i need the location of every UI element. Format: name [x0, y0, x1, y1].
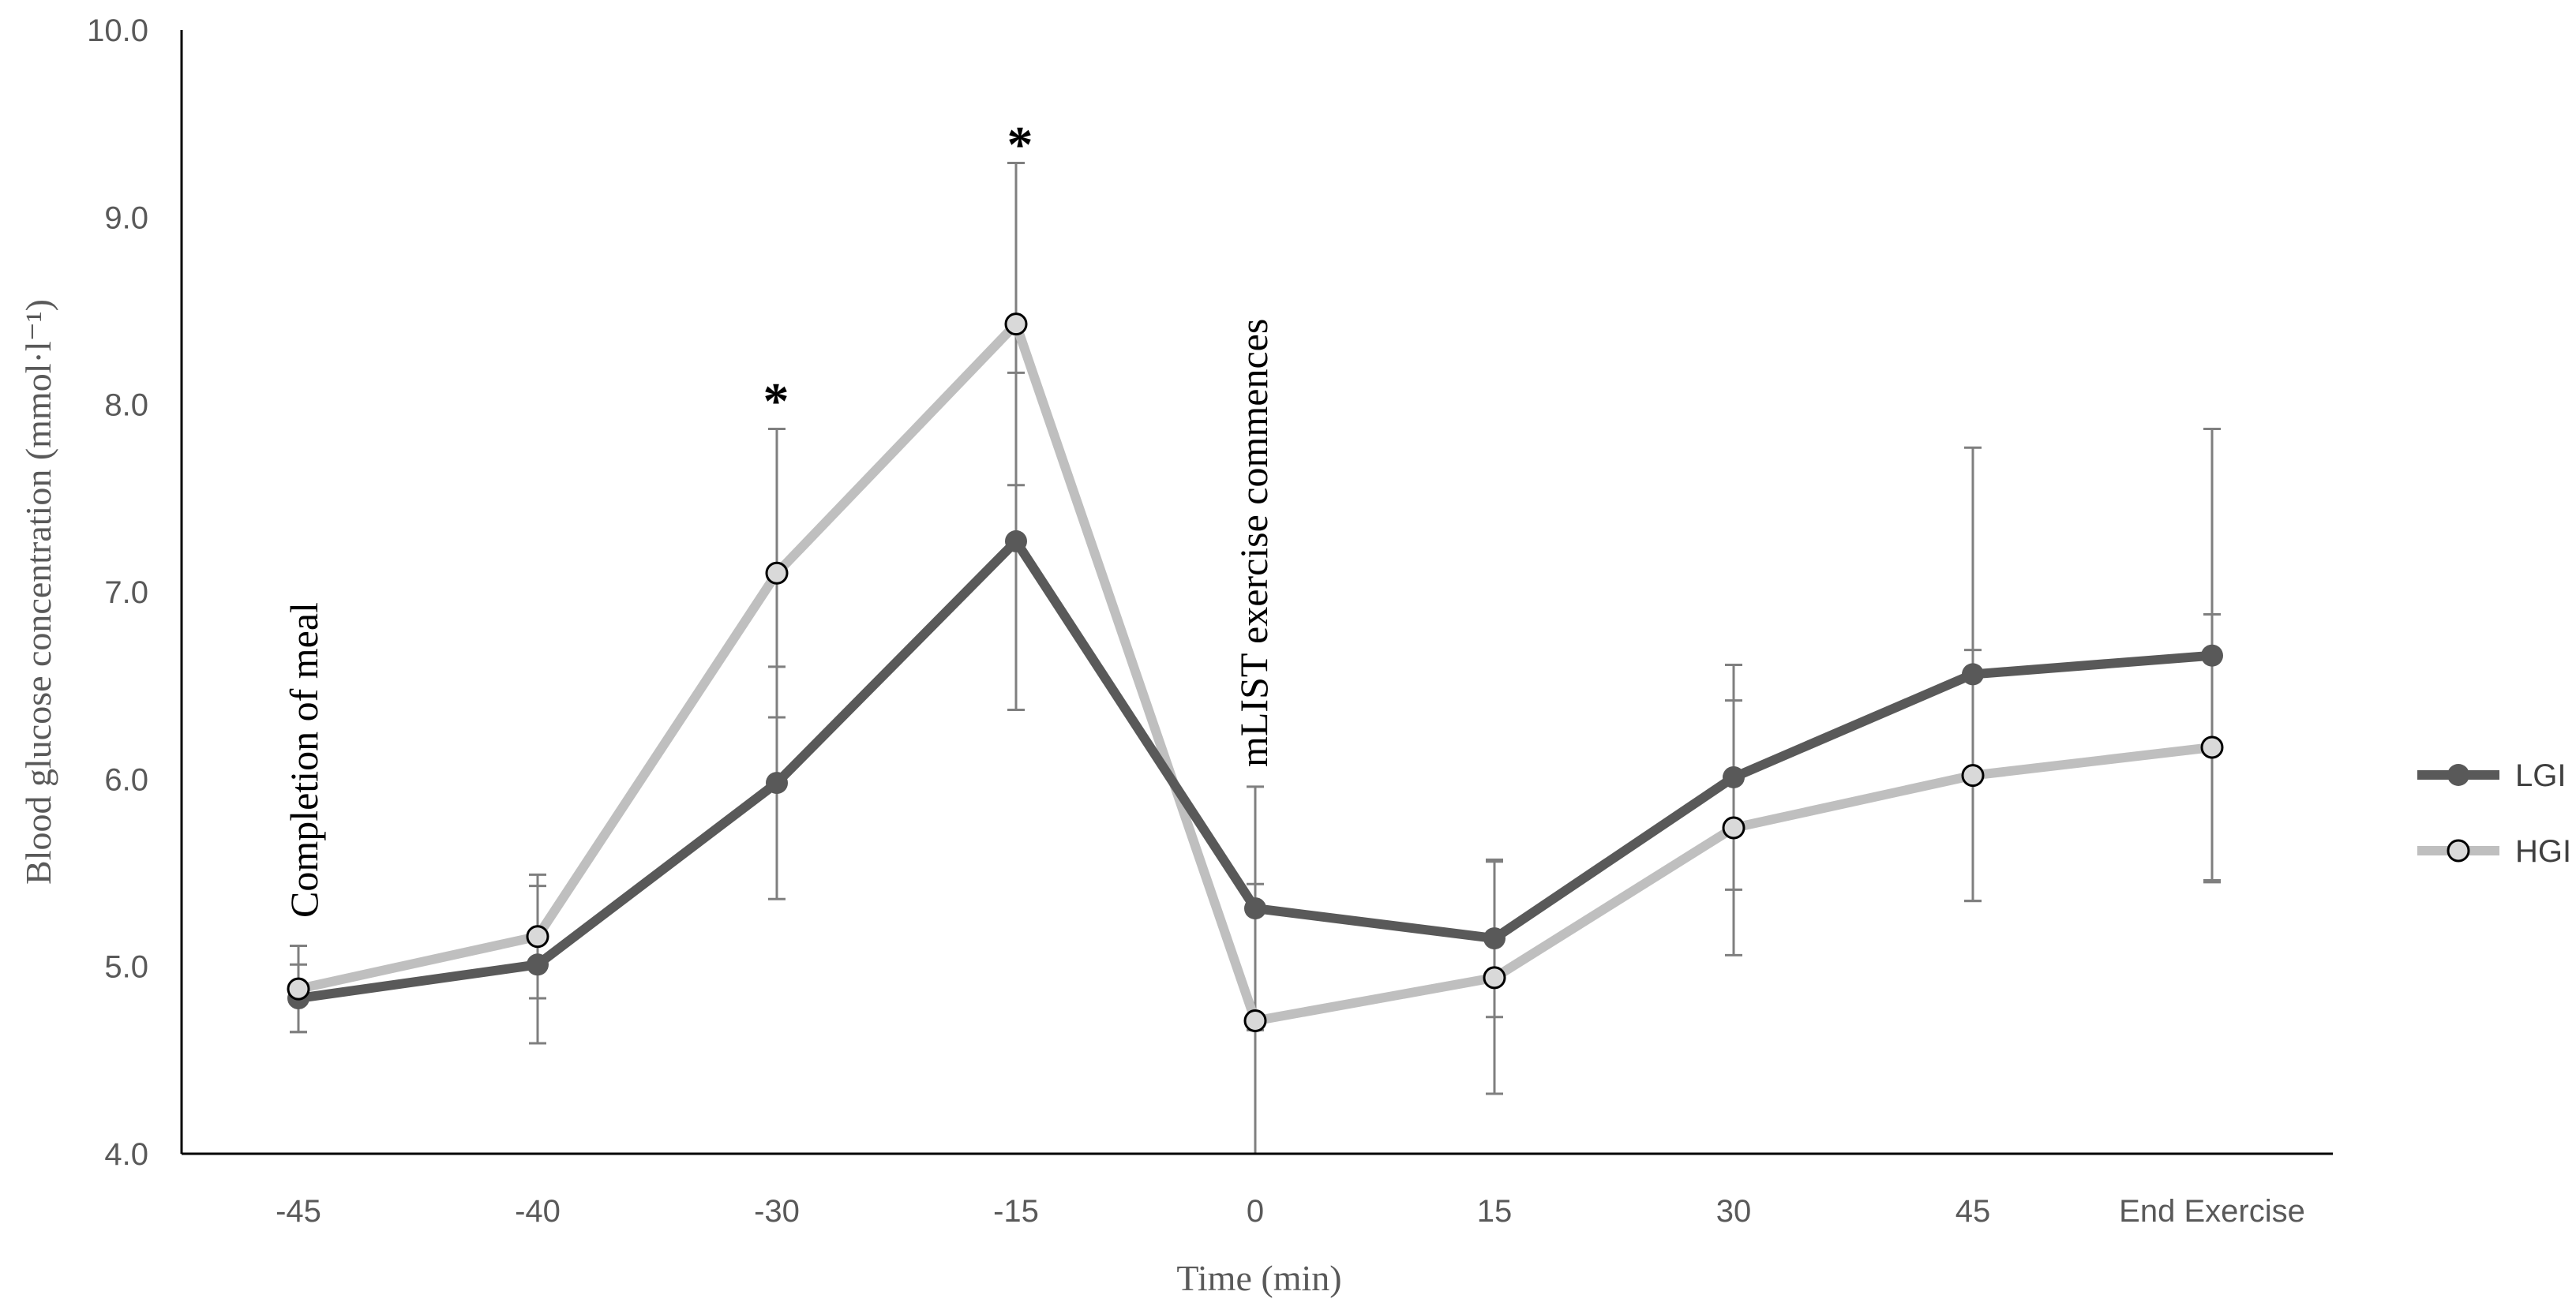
data-point-hgi — [1243, 1009, 1267, 1032]
y-tick-label: 10.0 — [87, 13, 148, 48]
y-tick-label: 9.0 — [104, 200, 148, 235]
data-point-hgi — [526, 925, 549, 949]
x-tick-label: End Exercise — [2119, 1194, 2305, 1229]
legend-marker-lgi — [2447, 764, 2469, 786]
legend-label-hgi: HGI — [2515, 834, 2571, 869]
data-point-hgi — [765, 561, 789, 585]
y-tick-labels: 4.0 5.0 6.0 7.0 8.0 9.0 10.0 — [87, 13, 148, 1172]
x-tick-label: -45 — [276, 1194, 321, 1229]
annotation-exercise-commences: mLIST exercise commences — [1232, 319, 1276, 767]
annotations: Completion of meal mLIST exercise commenc… — [282, 116, 1276, 918]
data-point-lgi — [1005, 530, 1027, 552]
legend-marker-hgi — [2447, 839, 2470, 863]
x-tick-label: -15 — [993, 1194, 1039, 1229]
axes — [180, 30, 2333, 1155]
significance-star: * — [1007, 116, 1033, 174]
x-axis-title: Time (min) — [1176, 1258, 1341, 1298]
data-point-lgi — [1962, 663, 1984, 686]
significance-star: * — [763, 372, 789, 430]
y-tick-label: 4.0 — [104, 1137, 148, 1172]
legend: LGI HGI — [2417, 758, 2571, 869]
x-tick-label: -30 — [754, 1194, 800, 1229]
y-tick-label: 7.0 — [104, 575, 148, 610]
x-tick-label: 45 — [1955, 1194, 1991, 1229]
y-tick-label: 6.0 — [104, 762, 148, 797]
data-point-lgi — [2201, 644, 2223, 667]
x-tick-label: -40 — [515, 1194, 561, 1229]
data-point-lgi — [1723, 765, 1745, 788]
data-point-hgi — [2200, 735, 2224, 759]
data-point-hgi — [287, 977, 310, 1001]
y-tick-label: 8.0 — [104, 388, 148, 423]
x-tick-label: 15 — [1477, 1194, 1513, 1229]
data-point-hgi — [1483, 966, 1506, 990]
x-tick-label: 0 — [1247, 1194, 1264, 1229]
data-point-lgi — [527, 953, 549, 976]
annotation-completion-of-meal: Completion of meal — [282, 602, 326, 918]
series-markers — [287, 313, 2224, 1032]
legend-item-lgi: LGI — [2417, 758, 2566, 793]
data-point-lgi — [1244, 897, 1266, 920]
legend-item-hgi: HGI — [2417, 834, 2571, 869]
y-tick-label: 5.0 — [104, 950, 148, 985]
x-tick-labels: -45 -40 -30 -15 0 15 30 45 End Exercise — [276, 1194, 2305, 1229]
x-tick-label: 30 — [1716, 1194, 1752, 1229]
data-point-hgi — [1722, 816, 1745, 840]
data-point-hgi — [1961, 764, 1985, 788]
data-point-hgi — [1004, 313, 1028, 336]
legend-label-lgi: LGI — [2515, 758, 2566, 793]
data-point-lgi — [1483, 927, 1505, 950]
y-axis-title: Blood glucose concentration (mmol·l⁻¹) — [18, 299, 58, 885]
data-point-lgi — [766, 772, 788, 795]
